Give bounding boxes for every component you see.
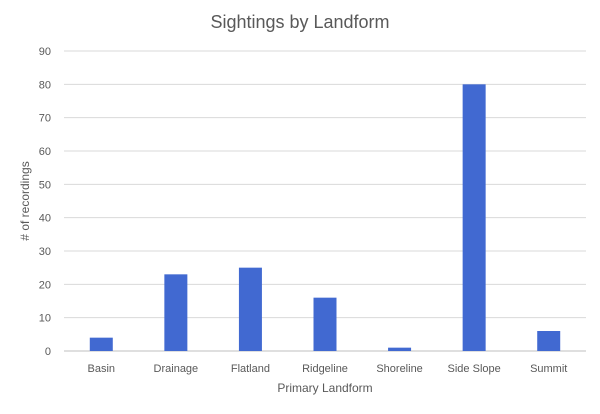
y-tick-label-40: 40 (39, 213, 51, 225)
y-tick-label-60: 60 (39, 146, 51, 158)
bars (89, 84, 561, 351)
x-tick-label-drainage: Drainage (154, 363, 199, 375)
y-tick-label-30: 30 (39, 246, 51, 258)
chart-title: Sightings by Landform (210, 12, 389, 32)
y-tick-label-80: 80 (39, 79, 51, 91)
x-tick-label-basin: Basin (88, 363, 116, 375)
x-tick-label-flatland: Flatland (231, 363, 270, 375)
bar-basin (89, 337, 113, 351)
y-axis-ticks: 0 10 20 30 40 50 60 70 80 90 (39, 46, 51, 358)
y-tick-label-70: 70 (39, 113, 51, 125)
bar-shoreline (388, 347, 412, 351)
x-tick-label-side-slope: Side Slope (448, 363, 501, 375)
y-tick-label-10: 10 (39, 313, 51, 325)
y-tick-label-20: 20 (39, 279, 51, 291)
bar-flatland (238, 267, 262, 351)
x-tick-label-shoreline: Shoreline (376, 363, 422, 375)
y-tick-label-0: 0 (45, 346, 51, 358)
x-tick-label-ridgeline: Ridgeline (302, 363, 348, 375)
gridlines (64, 50, 586, 352)
y-axis-title: # of recordings (18, 161, 32, 240)
y-tick-label-90: 90 (39, 46, 51, 58)
bar-drainage (164, 274, 188, 351)
x-axis-title: Primary Landform (277, 381, 372, 395)
y-tick-label-50: 50 (39, 179, 51, 191)
x-tick-label-summit: Summit (530, 363, 567, 375)
bar-ridgeline (313, 297, 337, 351)
x-axis-ticks: Basin Drainage Flatland Ridgeline Shoreline S… (88, 363, 568, 375)
bar-side-slope (462, 84, 486, 351)
bar-summit (537, 331, 561, 351)
